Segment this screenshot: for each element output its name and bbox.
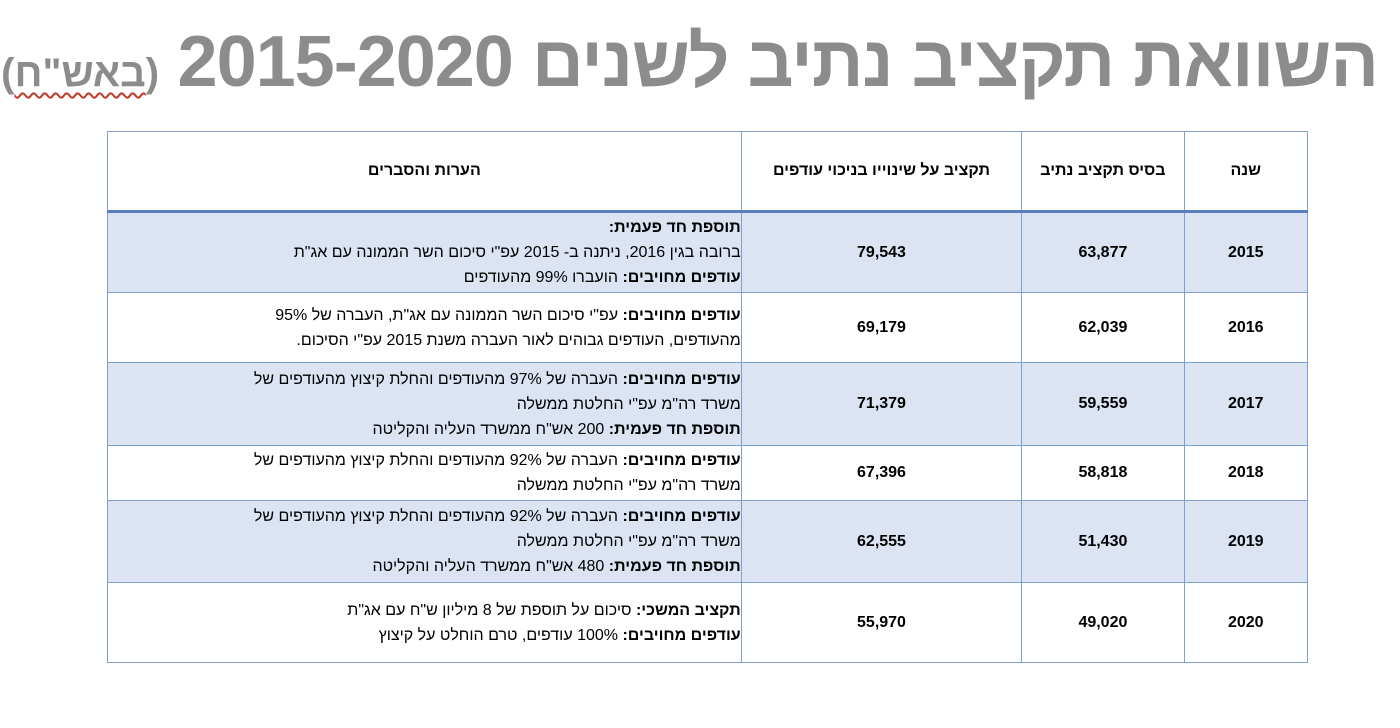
cell-base-budget: 59,559 bbox=[1021, 362, 1185, 446]
note-label: תוספת חד פעמית: bbox=[608, 219, 741, 236]
note-line: תוספת חד פעמית: 200 אש"ח ממשרד העליה והק… bbox=[108, 417, 741, 442]
note-label: תקציב המשכי: bbox=[635, 601, 741, 619]
cell-notes: תוספת חד פעמית: ברובה בגין 2016, ניתנה ב… bbox=[107, 211, 742, 293]
cell-budget-with-changes: 62,555 bbox=[740, 500, 1023, 583]
cell-budget-with-changes: 71,379 bbox=[740, 362, 1023, 446]
cell-notes: עודפים מחויבים: העברה של 92% מהעודפים וה… bbox=[107, 500, 742, 583]
note-line: ברובה בגין 2016, ניתנה ב- 2015 עפ"י סיכו… bbox=[108, 240, 741, 265]
note-label: תוספת חד פעמית: bbox=[608, 558, 741, 575]
note-text: 480 אש"ח ממשרד העליה והקליטה bbox=[372, 558, 609, 575]
note-label: עודפים מחויבים: bbox=[622, 269, 741, 286]
cell-base-budget: 62,039 bbox=[1021, 292, 1185, 363]
header-base-budget: בסיס תקציב נתיב bbox=[1021, 131, 1185, 213]
note-line: עודפים מחויבים: הועברו 99% מהעודפים bbox=[108, 265, 741, 290]
cell-budget-with-changes: 69,179 bbox=[740, 292, 1023, 363]
note-line: עודפים מחויבים: העברה של 92% מהעודפים וה… bbox=[108, 448, 741, 473]
note-line: משרד רה"מ עפ"י החלטת ממשלה bbox=[108, 529, 741, 554]
cell-base-budget: 58,818 bbox=[1021, 445, 1185, 501]
note-text: העברה של 92% מהעודפים והחלת קיצוץ מהעודפ… bbox=[253, 508, 623, 525]
note-text: משרד רה"מ עפ"י החלטת ממשלה bbox=[516, 395, 741, 413]
note-label: עודפים מחויבים: bbox=[622, 370, 741, 388]
title-unit: (באש"ח) bbox=[1, 51, 159, 95]
table-row: 2016 62,039 69,179 עודפים מחויבים: עפ"י … bbox=[107, 292, 1309, 363]
cell-base-budget: 49,020 bbox=[1021, 582, 1185, 663]
table-row: 2015 63,877 79,543 תוספת חד פעמית: ברובה… bbox=[107, 211, 1309, 293]
cell-notes: עודפים מחויבים: העברה של 92% מהעודפים וה… bbox=[107, 445, 742, 501]
cell-budget-with-changes: 55,970 bbox=[740, 582, 1023, 663]
note-text: העברה של 92% מהעודפים והחלת קיצוץ מהעודפ… bbox=[253, 452, 623, 469]
note-line: עודפים מחויבים: עפ"י סיכום השר הממונה עם… bbox=[108, 303, 741, 328]
note-line: תוספת חד פעמית: 480 אש"ח ממשרד העליה והק… bbox=[108, 554, 741, 579]
header-year: שנה bbox=[1183, 131, 1309, 213]
cell-notes: תקציב המשכי: סיכום על תוספת של 8 מיליון … bbox=[107, 582, 742, 663]
table-row: 2018 58,818 67,396 עודפים מחויבים: העברה… bbox=[107, 445, 1309, 501]
note-line: עודפים מחויבים: העברה של 92% מהעודפים וה… bbox=[108, 504, 741, 529]
note-label: עודפים מחויבים: bbox=[622, 508, 741, 525]
table-header-row: שנה בסיס תקציב נתיב תקציב על שינוייו בני… bbox=[107, 131, 1309, 213]
cell-year: 2019 bbox=[1183, 500, 1309, 583]
note-text: עפ"י סיכום השר הממונה עם אג"ת, העברה של … bbox=[275, 306, 623, 324]
cell-notes: עודפים מחויבים: עפ"י סיכום השר הממונה עם… bbox=[107, 292, 742, 363]
note-line: תקציב המשכי: סיכום על תוספת של 8 מיליון … bbox=[108, 598, 741, 623]
cell-year: 2020 bbox=[1183, 582, 1309, 663]
note-text: 200 אש"ח ממשרד העליה והקליטה bbox=[372, 420, 609, 438]
cell-year: 2015 bbox=[1183, 211, 1309, 293]
cell-year: 2018 bbox=[1183, 445, 1309, 501]
note-text: הועברו 99% מהעודפים bbox=[463, 269, 623, 286]
note-text: ברובה בגין 2016, ניתנה ב- 2015 עפ"י סיכו… bbox=[293, 244, 741, 261]
note-line: תוספת חד פעמית: bbox=[108, 215, 741, 240]
note-line: מהעודפים, העודפים גבוהים לאור העברה משנת… bbox=[108, 328, 741, 353]
note-text: 100% עודפים, טרם הוחלט על קיצוץ bbox=[378, 626, 623, 644]
page-title: השוואת תקציב נתיב לשנים 2015-2020 (באש"ח… bbox=[1, 14, 1379, 110]
note-line: עודפים מחויבים: 100% עודפים, טרם הוחלט ע… bbox=[108, 623, 741, 648]
cell-notes: עודפים מחויבים: העברה של 97% מהעודפים וה… bbox=[107, 362, 742, 446]
table-row: 2019 51,430 62,555 עודפים מחויבים: העברה… bbox=[107, 500, 1309, 583]
header-notes: הערות והסברים bbox=[107, 131, 742, 213]
note-label: תוספת חד פעמית: bbox=[608, 420, 741, 438]
note-label: עודפים מחויבים: bbox=[622, 306, 741, 324]
title-unit-open: ( bbox=[145, 51, 160, 95]
cell-year: 2016 bbox=[1183, 292, 1309, 363]
cell-budget-with-changes: 67,396 bbox=[740, 445, 1023, 501]
table-row: 2020 49,020 55,970 תקציב המשכי: סיכום על… bbox=[107, 582, 1309, 663]
cell-budget-with-changes: 79,543 bbox=[740, 211, 1023, 293]
header-budget-with-changes: תקציב על שינוייו בניכוי עודפים bbox=[740, 131, 1023, 213]
note-label: עודפים מחויבים: bbox=[622, 626, 741, 644]
budget-comparison-table: שנה בסיס תקציב נתיב תקציב על שינוייו בני… bbox=[107, 131, 1309, 663]
table-row: 2017 59,559 71,379 עודפים מחויבים: העברה… bbox=[107, 362, 1309, 446]
note-line: עודפים מחויבים: העברה של 97% מהעודפים וה… bbox=[108, 367, 741, 392]
note-text: מהעודפים, העודפים גבוהים לאור העברה משנת… bbox=[296, 331, 741, 349]
cell-year: 2017 bbox=[1183, 362, 1309, 446]
title-unit-close: ) bbox=[1, 51, 15, 95]
note-text: סיכום על תוספת של 8 מיליון ש"ח עם אג"ת bbox=[347, 601, 636, 619]
note-line: משרד רה"מ עפ"י החלטת ממשלה bbox=[108, 473, 741, 498]
note-label: עודפים מחויבים: bbox=[622, 452, 741, 469]
note-text: העברה של 97% מהעודפים והחלת קיצוץ מהעודפ… bbox=[253, 370, 623, 388]
cell-base-budget: 51,430 bbox=[1021, 500, 1185, 583]
title-main-text: השוואת תקציב נתיב לשנים 2015-2020 bbox=[177, 22, 1379, 102]
note-text: משרד רה"מ עפ"י החלטת ממשלה bbox=[516, 477, 741, 494]
title-unit-text: באש"ח bbox=[14, 51, 146, 95]
cell-base-budget: 63,877 bbox=[1021, 211, 1185, 293]
note-text: משרד רה"מ עפ"י החלטת ממשלה bbox=[516, 533, 741, 550]
note-line: משרד רה"מ עפ"י החלטת ממשלה bbox=[108, 392, 741, 417]
